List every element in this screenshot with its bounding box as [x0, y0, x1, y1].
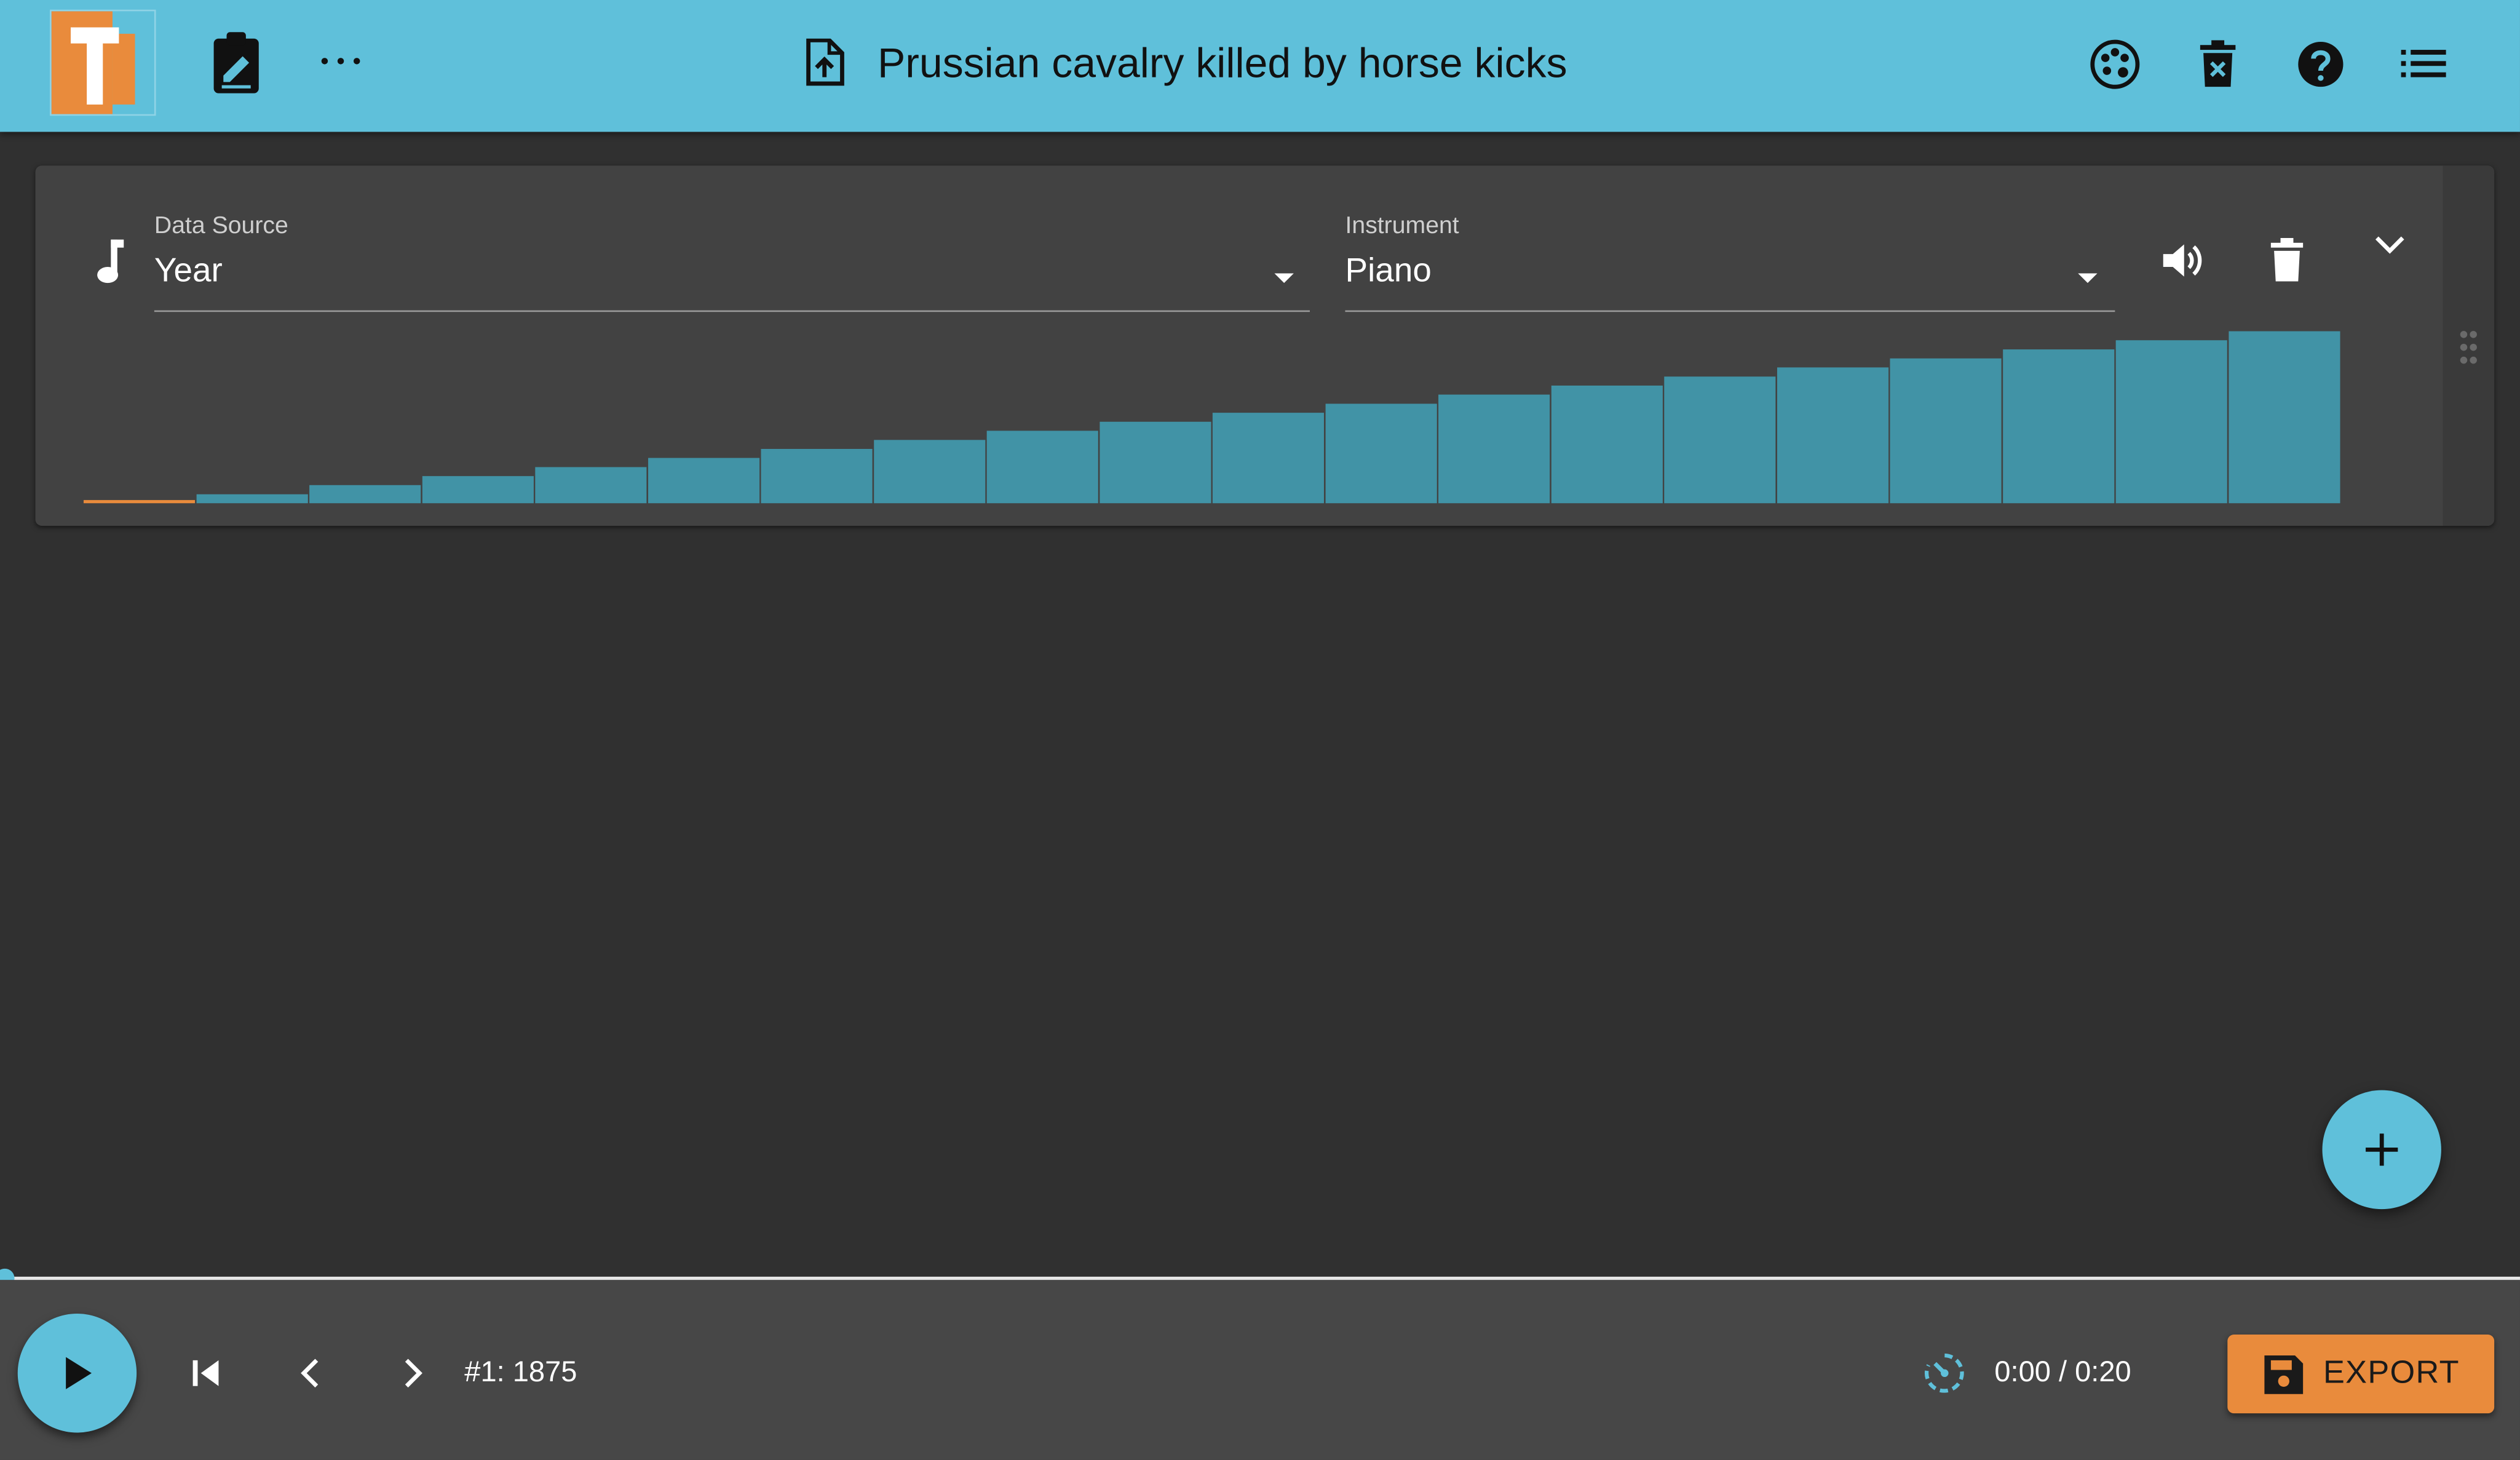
instrument-select[interactable]: Instrument Piano [1345, 212, 2115, 312]
chart-bar [2003, 349, 2115, 504]
player-bar [0, 1280, 2520, 1460]
dropdown-arrow-icon [1274, 273, 1294, 284]
chevron-right-icon [405, 1359, 422, 1388]
export-button[interactable]: EXPORT [2227, 1335, 2495, 1414]
play-icon [66, 1357, 92, 1389]
drag-handle-icon[interactable] [2459, 330, 2478, 365]
field-underline [1345, 310, 2115, 312]
next-button[interactable] [381, 1341, 445, 1405]
chart-bar [1325, 403, 1437, 504]
chart-bar [986, 430, 1098, 504]
data-source-select[interactable]: Data Source Year [154, 212, 1310, 312]
data-source-value: Year [154, 252, 223, 290]
instrument-label: Instrument [1345, 212, 1459, 240]
dropdown-arrow-icon [2078, 273, 2098, 284]
chart-bar [535, 467, 647, 504]
time-label: 0:00 / 0:20 [1994, 1355, 2131, 1388]
palette-icon[interactable] [2083, 32, 2147, 97]
data-source-label: Data Source [154, 212, 288, 240]
position-label: #1: 1875 [464, 1355, 577, 1388]
skip-previous-icon [192, 1360, 219, 1386]
chart-bar [1551, 385, 1663, 504]
chart-bar [422, 476, 534, 504]
active-bar [83, 500, 196, 504]
field-underline [154, 310, 1310, 312]
track-chart [83, 331, 2340, 504]
play-button[interactable] [17, 1314, 137, 1433]
playback-speed-button[interactable] [1912, 1341, 1977, 1405]
chart-bar [1212, 413, 1325, 504]
chart-bar [1890, 358, 2002, 504]
app-logo[interactable] [50, 9, 156, 116]
save-icon [2264, 1354, 2303, 1394]
skip-previous-button[interactable] [173, 1341, 238, 1405]
delete-forever-icon[interactable] [2185, 32, 2250, 97]
file-upload-icon[interactable] [804, 38, 846, 87]
track-card: Data Source Year Instrument Piano [35, 165, 2495, 526]
chart-bar [2115, 340, 2227, 504]
chart-bar [196, 494, 308, 504]
chart-bar [761, 448, 873, 504]
plus-icon [2366, 1133, 2398, 1166]
page-title: Prussian cavalry killed by horse kicks [877, 38, 1567, 86]
chart-bar [874, 440, 986, 504]
previous-button[interactable] [278, 1341, 343, 1405]
timer-icon [1924, 1353, 1964, 1393]
chart-bar [1438, 394, 1550, 504]
delete-icon[interactable] [2255, 228, 2320, 293]
chart-bar [1664, 376, 1776, 504]
instrument-value: Piano [1345, 252, 1432, 290]
clipboard-edit-icon[interactable] [204, 31, 269, 95]
help-icon[interactable] [2289, 32, 2353, 97]
playback-progress-track[interactable] [0, 1276, 2520, 1282]
chart-bar [1100, 421, 1211, 504]
add-track-button[interactable] [2322, 1090, 2441, 1210]
chart-bar [1777, 367, 1889, 504]
music-note-icon [77, 228, 141, 293]
chevron-left-icon [301, 1359, 319, 1388]
app-header: Prussian cavalry killed by horse kicks [0, 0, 2520, 132]
more-horiz-icon[interactable] [309, 29, 373, 93]
volume-up-icon[interactable] [2150, 228, 2215, 293]
chart-bar [648, 458, 760, 504]
chart-bar [309, 485, 421, 504]
chart-bar [2229, 331, 2340, 504]
title-group: Prussian cavalry killed by horse kicks [804, 29, 1567, 97]
chevron-down-icon[interactable] [2358, 212, 2422, 277]
export-label: EXPORT [2323, 1355, 2460, 1391]
list-icon[interactable] [2391, 32, 2456, 97]
drag-strip [2443, 165, 2495, 526]
